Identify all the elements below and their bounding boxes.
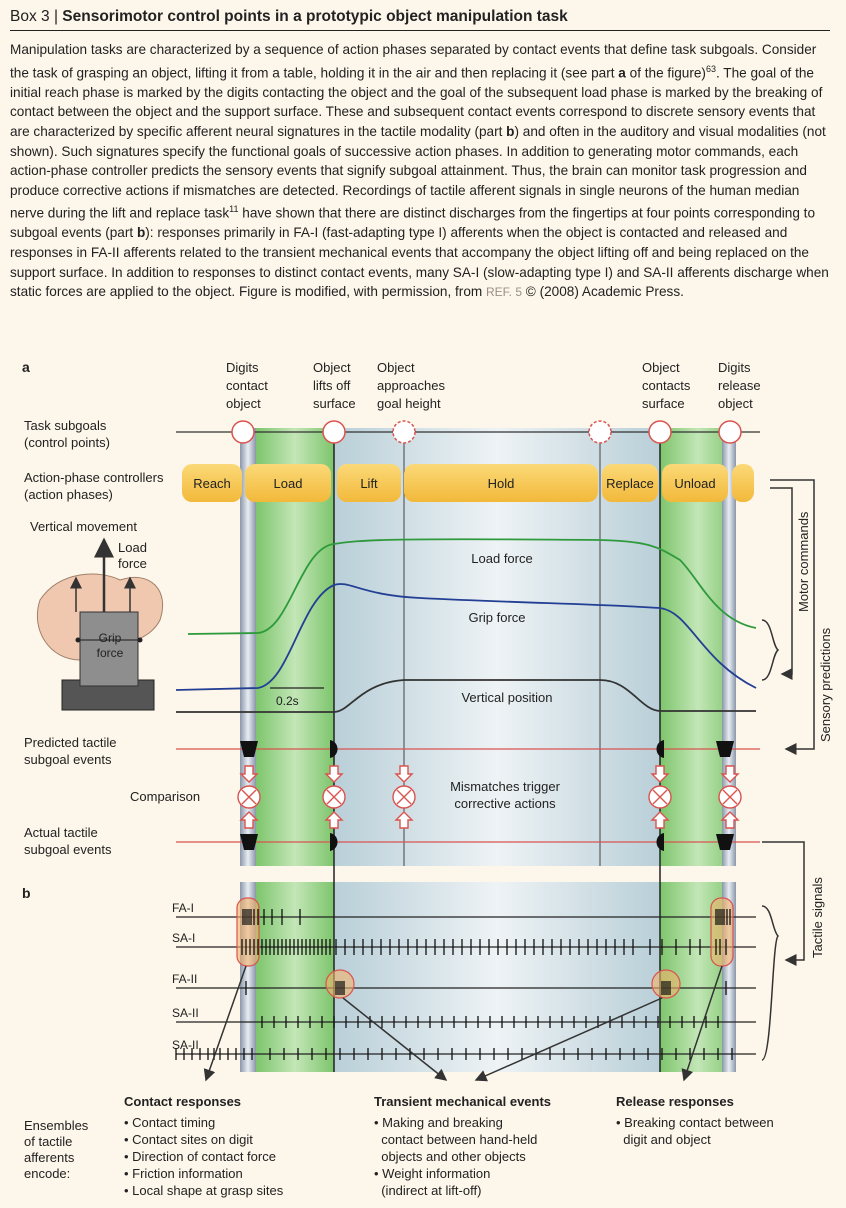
svg-text:• Weight information: • Weight information [374,1166,490,1181]
subgoal-circles [231,420,742,444]
intro-paragraph: Manipulation tasks are characterized by … [10,40,834,303]
predicted-label: Predicted tactile subgoal events [24,735,117,767]
panel-b-label: b [22,885,31,901]
reference-link[interactable]: REF. 5 [486,285,523,300]
phase-replace: Replace [606,476,654,491]
hand-illustration: Vertical movement Load force Grip force [30,519,164,711]
box-heading: Sensorimotor control points in a prototy… [62,8,568,25]
box-prefix: Box 3 | [10,8,63,25]
box-title: Box 3 | Sensorimotor control points in a… [10,6,830,31]
intro-part-b-1: b [506,123,515,139]
grip-force-trace [175,583,757,691]
event-digits-contact: Digits contact object [226,360,268,411]
release-responses: Release responses • Breaking contact bet… [616,1094,774,1147]
svg-text:• Friction information: • Friction information [124,1166,243,1181]
scale-label: 0.2s [276,694,299,708]
afferent-fa-i: FA-I [172,901,194,915]
phase-unload: Unload [674,476,715,491]
panel-a-label: a [22,359,30,375]
afferent-fa-ii: FA-II [172,972,197,986]
phase-lift: Lift [360,476,378,491]
intro-text-5: have shown that there are distinct disch… [10,205,816,241]
intro-text-2: of the figure) [625,65,706,81]
event-lifts-off: Object lifts off surface [313,360,356,411]
citation-63: 63 [705,63,716,74]
actual-marks [240,833,734,851]
actual-label: Actual tactile subgoal events [24,825,112,857]
phase-hold: Hold [488,476,515,491]
transient-events-title: Transient mechanical events [374,1094,551,1109]
phase-load: Load [274,476,303,491]
intro-text-3: . The goal of the initial reach phase is… [10,65,823,139]
phase-reach: Reach [193,476,231,491]
hold-band-b [334,882,660,1072]
event-contacts-surface: Object contacts surface [642,360,691,411]
svg-text:• Contact sites on digit: • Contact sites on digit [124,1132,253,1147]
grip-force-label: Grip force [468,610,525,625]
motor-commands-label: Motor commands [796,511,811,612]
vertical-position-trace [176,679,756,713]
controllers-label: Action-phase controllers (action phases) [24,470,164,502]
event-digits-release: Digits release object [718,360,761,411]
svg-text:• Breaking contact between: • Breaking contact between [616,1115,774,1130]
load-force-label: Load force [471,551,532,566]
feedback-brackets [761,479,815,1061]
intro-part-a: a [618,65,626,81]
spike-trains [175,909,733,1060]
event-approaches-goal: Object approaches goal height [377,360,445,411]
tactile-signals-label: Tactile signals [810,877,825,958]
load-force-hand-label: Load force [118,540,147,571]
afferent-labels: FA-I SA-I FA-II SA-II SA-II [172,901,199,1052]
load-band-b [256,882,334,1072]
task-subgoals-label: Task subgoals (control points) [24,418,110,450]
contact-responses-title: Contact responses [124,1094,241,1109]
svg-text:• Contact timing: • Contact timing [124,1115,215,1130]
svg-text:• Making and breaking: • Making and breaking [374,1115,503,1130]
comparators [237,765,742,829]
comparison-label: Comparison [130,789,200,804]
traces [175,538,757,713]
ensembles-label: Ensembles of tactile afferents encode: [24,1118,89,1181]
release-responses-title: Release responses [616,1094,734,1109]
event-labels: Digits contact object Object lifts off surfa… [226,360,761,411]
grip-force-hand-label: Grip force [97,631,124,660]
phase-bar: Reach Load Lift Hold Replace Unload [182,464,754,502]
response-arrows [203,965,723,1082]
intro-part-b-2: b [136,225,146,241]
vertical-position-label: Vertical position [461,690,552,705]
svg-text:• Direction of contact force: • Direction of contact force [124,1149,276,1164]
svg-text:contact between hand-held: contact between hand-held [374,1132,537,1147]
intro-text-7: © (2008) Academic Press. [522,284,684,300]
transient-events: Transient mechanical events • Making and… [374,1094,551,1198]
intro-text-4: ) and often in the auditory and visual m… [10,123,826,221]
citation-11: 11 [229,204,239,215]
svg-text:(indirect at lift-off): (indirect at lift-off) [374,1183,481,1198]
predicted-marks [240,740,734,758]
vertical-movement-label: Vertical movement [30,519,137,534]
load-force-trace [187,538,757,635]
svg-text:objects and other objects: objects and other objects [374,1149,526,1164]
svg-text:• Local shape at grasp sites: • Local shape at grasp sites [124,1183,284,1198]
sensory-predictions-label: Sensory predictions [818,627,833,742]
afferent-sa-ii-1: SA-II [172,1006,199,1020]
afferent-sa-i: SA-I [172,931,195,945]
intro-text-6: ): responses primarily in FA-I (fast-ada… [10,225,829,300]
contact-responses: Contact responses • Contact timing • Con… [124,1094,284,1198]
mismatch-label: Mismatches trigger corrective actions [450,779,560,811]
svg-text:digit and object: digit and object [616,1132,711,1147]
intro-text-1: Manipulation tasks are characterized by … [10,42,817,81]
